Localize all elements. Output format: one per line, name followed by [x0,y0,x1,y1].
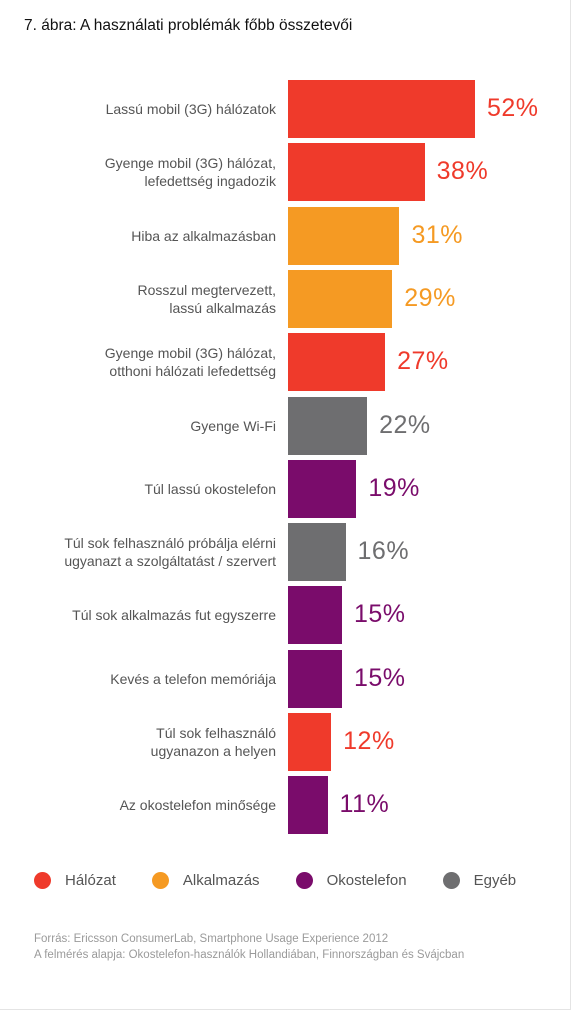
legend-item: Okostelefon [295,872,407,889]
category-label-line: Lassú mobil (3G) hálózatok [105,101,276,117]
category-label-line: ugyanazon a helyen [150,743,276,759]
category-label: Gyenge Wi-Fi [190,417,276,435]
legend: Hálózat Alkalmazás Okostelefon Egyéb [34,872,516,889]
category-label-line: Túl lassú okostelefon [144,480,276,497]
data-label: 22% [379,410,431,439]
bar [288,333,386,392]
data-label: 11% [339,790,390,819]
data-label: 15% [353,600,406,629]
legend-swatch [34,872,51,889]
legend-item: Alkalmazás [151,872,260,889]
bar [288,143,425,202]
source-note: Forrás: Ericsson ConsumerLab, Smartphone… [34,931,464,963]
category-label: Túl sok alkalmazás fut egyszerre [72,606,276,624]
bar [288,649,342,708]
category-label: Túl lassú okostelefon [144,480,276,498]
legend-swatch [442,872,460,889]
source-line-2: A felmérés alapja: Okostelefon-használók… [34,949,465,961]
category-label: Túl sok felhasználó ugyanazon a helyen [151,724,276,760]
category-label-line: Rosszul megtervezett, [137,281,277,298]
chart-frame [0,0,571,1010]
bar [288,713,332,771]
category-label: Rosszul megtervezett, lassú alkalmazás [138,281,277,317]
category-label: Kevés a telefon memóriája [110,670,276,688]
data-label: 52% [487,94,539,122]
bar [288,523,346,582]
data-label: 16% [357,537,410,566]
legend-swatch [151,872,169,889]
category-label: Gyenge mobil (3G) hálózat, lefedettség in… [105,154,276,190]
bar [288,80,475,138]
category-label-line: lassú alkalmazás [169,299,276,316]
category-label-line: ugyanazt a szolgáltatást / szervert [64,553,276,570]
category-label: Az okostelefon minősége [120,796,276,814]
category-label-line: Túl sok felhasználó [156,725,276,741]
category-label-line: Az okostelefon minősége [119,797,276,814]
bar [288,206,400,265]
category-label-line: otthoni hálózati lefedettség [109,363,276,380]
bar [288,269,393,328]
legend-label: Hálózat [65,872,116,889]
category-label-line: lefedettség ingadozik [144,173,276,190]
bar [288,396,368,455]
legend-item: Egyéb [442,872,517,889]
bar [288,776,328,835]
category-label: Gyenge mobil (3G) hálózat, otthoni hálóza… [105,344,276,380]
category-label: Hiba az alkalmazásban [131,227,276,245]
data-label: 12% [343,727,395,755]
category-label-line: Gyenge mobil (3G) hálózat, [104,155,276,172]
data-label: 15% [353,663,406,692]
legend-label: Egyéb [473,872,517,889]
chart-title: 7. ábra: A használati problémák főbb öss… [24,17,353,34]
legend-swatch [295,872,313,889]
category-label-line: Túl sok felhasználó próbálja elérni [64,535,276,552]
category-label-line: Kevés a telefon memóriája [110,670,276,687]
category-label-line: Túl sok alkalmazás fut egyszerre [72,607,276,624]
category-label: Túl sok felhasználó próbálja elérni ugyan… [64,534,276,570]
category-label-line: Gyenge mobil (3G) hálózat, [104,345,276,362]
data-label: 27% [397,347,449,376]
bar [288,586,342,645]
data-label: 38% [436,157,489,186]
legend-label: Okostelefon [326,872,407,889]
data-label: 29% [404,283,456,312]
legend-label: Alkalmazás [182,872,260,889]
source-line-1: Forrás: Ericsson ConsumerLab, Smartphone… [34,933,389,945]
bar [288,459,357,518]
legend-item: Hálózat [34,872,116,889]
category-label: Lassú mobil (3G) hálózatok [106,100,276,118]
category-label-line: Gyenge Wi-Fi [190,417,276,434]
data-label: 19% [368,473,420,502]
category-label-line: Hiba az alkalmazásban [131,227,276,244]
data-label: 31% [411,220,464,249]
